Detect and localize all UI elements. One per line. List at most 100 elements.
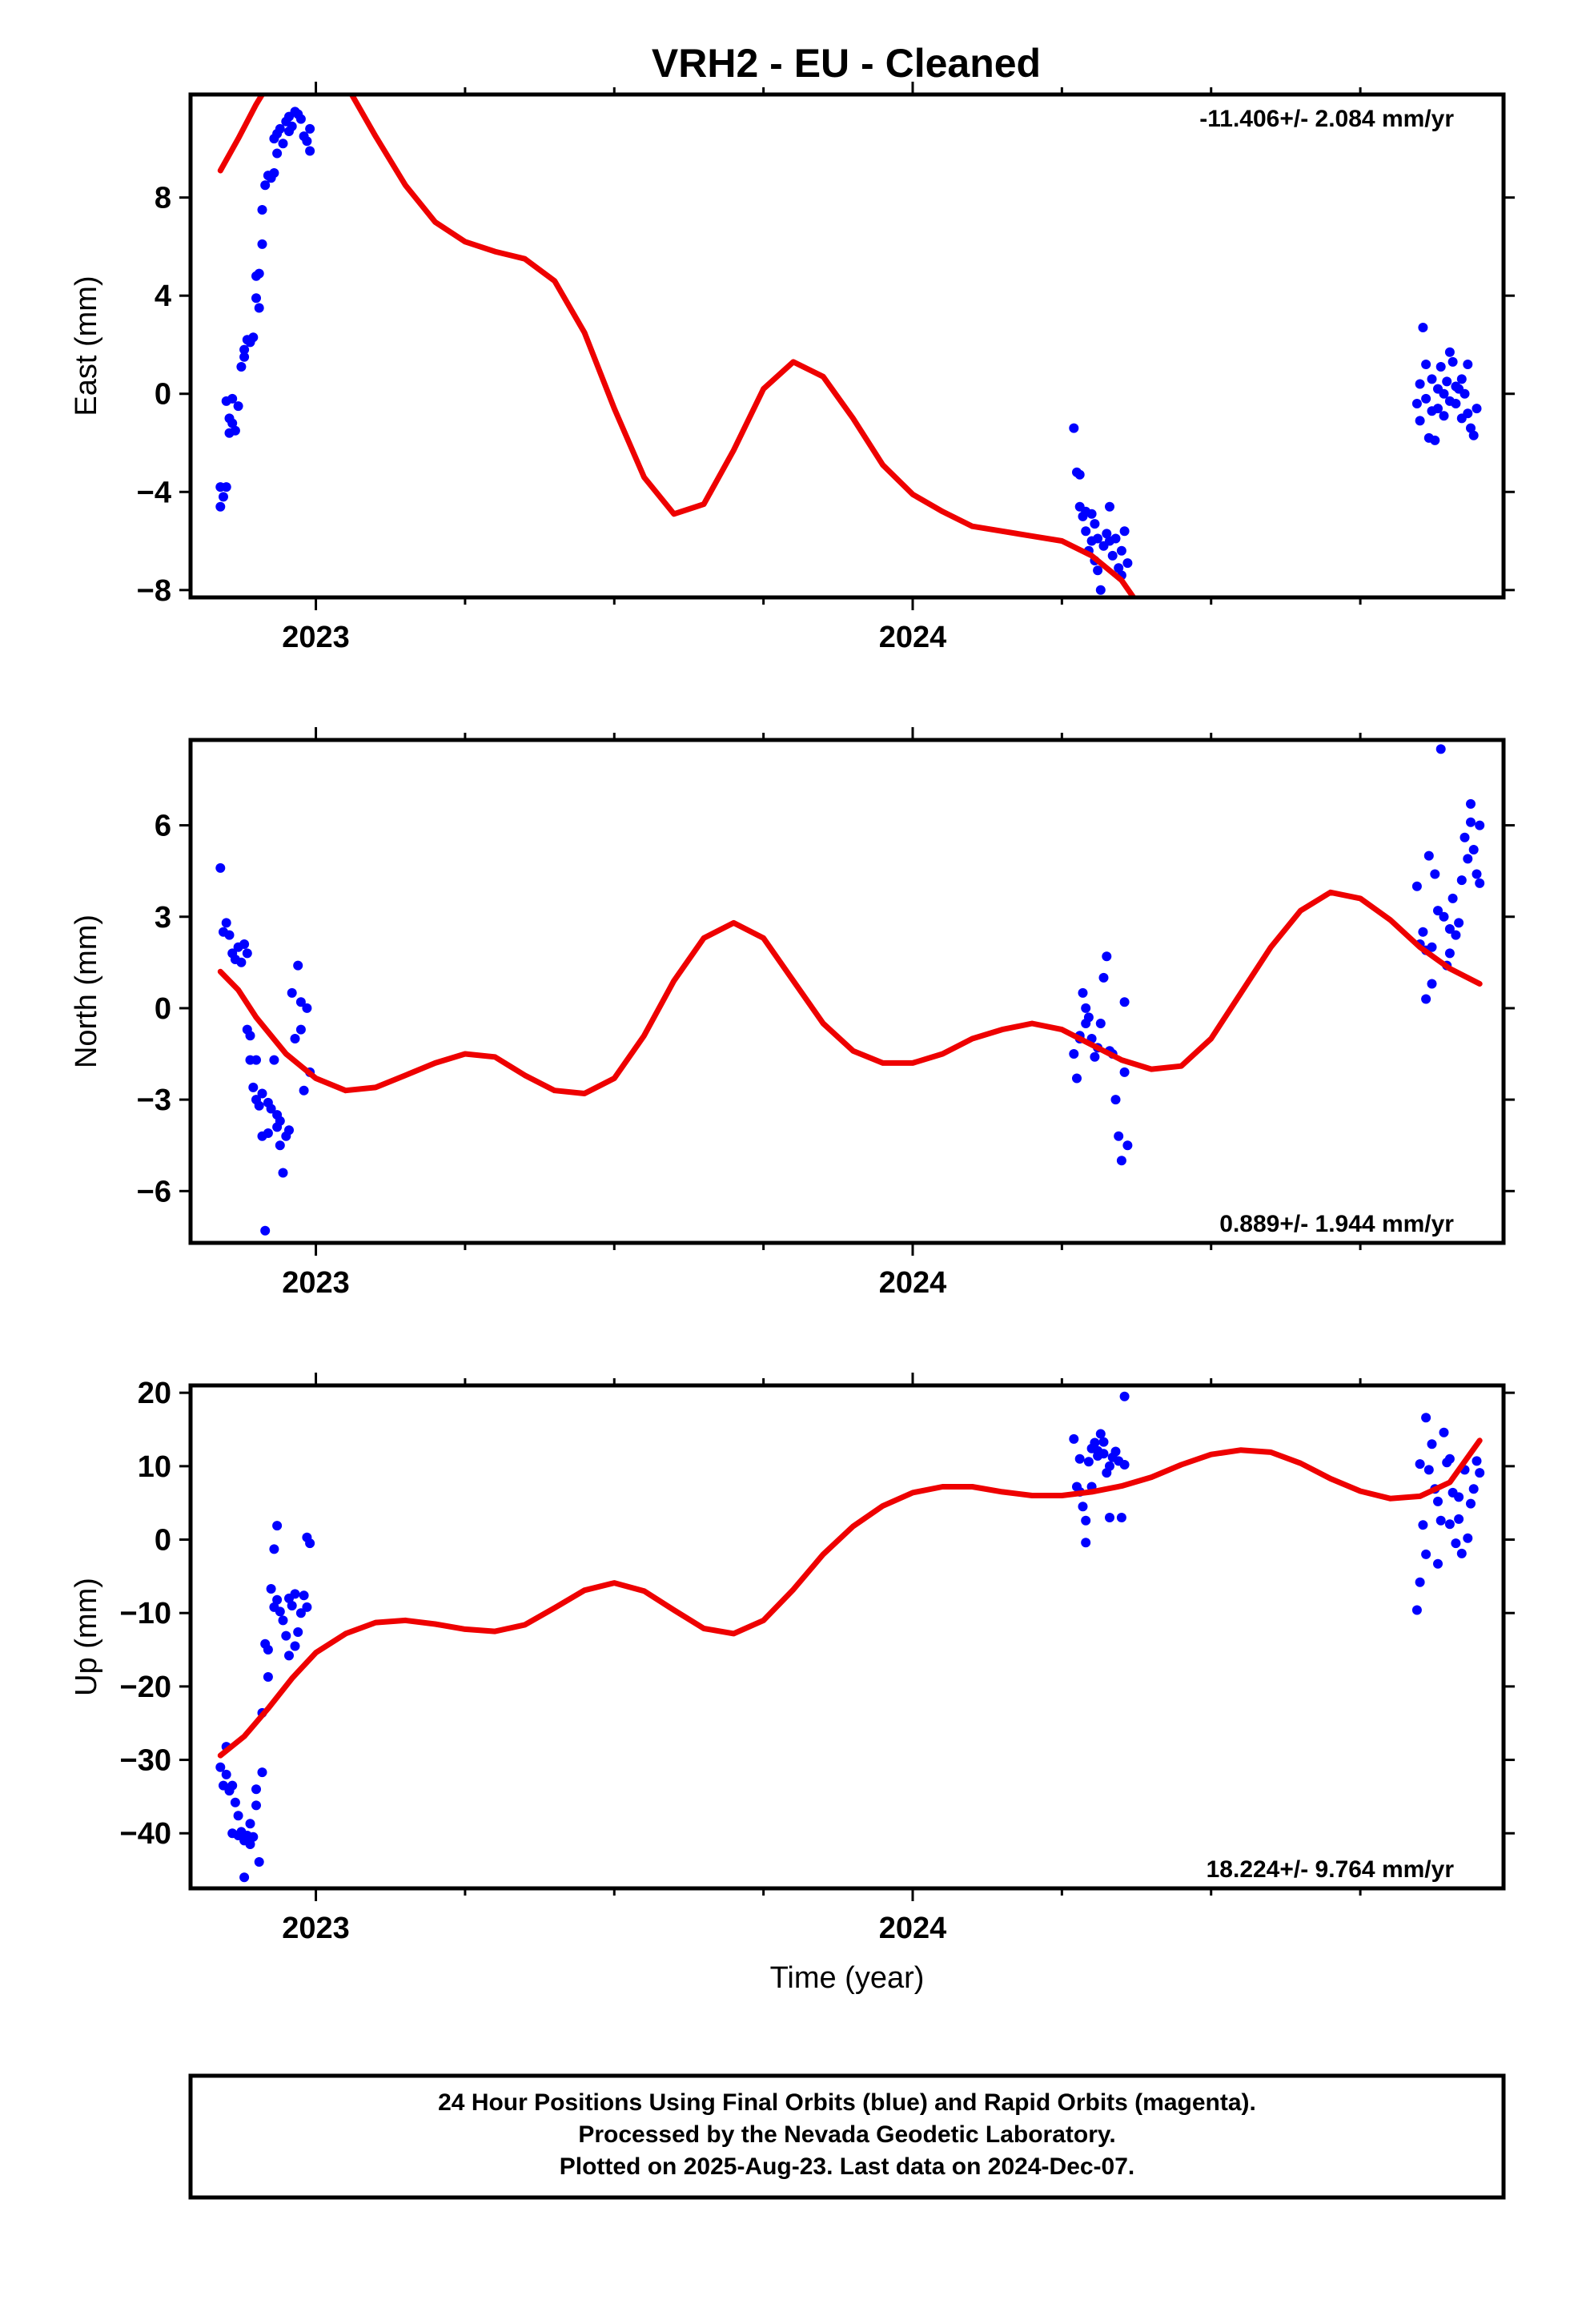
data-point [1423, 1465, 1434, 1475]
data-point [248, 332, 259, 343]
data-point [1451, 1538, 1461, 1549]
data-point [293, 1627, 303, 1637]
data-point [221, 1769, 231, 1779]
data-point [1119, 526, 1130, 537]
figure-title: VRH2 - EU - Cleaned [652, 41, 1041, 86]
data-point [295, 997, 306, 1007]
data-point [1110, 533, 1121, 544]
y-tick-label: 8 [155, 182, 171, 215]
data-point [275, 123, 285, 134]
data-point [1447, 356, 1458, 367]
data-point [305, 123, 315, 134]
data-point [260, 180, 271, 191]
data-point [295, 1608, 306, 1618]
data-point [224, 930, 235, 940]
data-point [1069, 1049, 1079, 1059]
plot-area-north [215, 744, 1485, 1236]
data-point [305, 146, 315, 156]
data-point [1475, 1468, 1485, 1478]
footer-box: 24 Hour Positions Using Final Orbits (bl… [188, 2073, 1506, 2200]
data-point [305, 1538, 315, 1549]
data-point [230, 425, 240, 436]
data-point [1439, 1427, 1449, 1437]
data-point [269, 1055, 279, 1065]
y-axis-label: Up (mm) [70, 1578, 103, 1696]
data-point [239, 1872, 250, 1883]
data-point [295, 114, 306, 124]
data-point [1102, 529, 1112, 539]
footer-line-lab: Processed by the Nevada Geodetic Laborat… [578, 2121, 1115, 2148]
data-point [1430, 435, 1440, 445]
data-point [1463, 360, 1473, 369]
data-point [227, 418, 238, 428]
data-point [266, 1584, 276, 1594]
data-point [1460, 832, 1470, 842]
data-point [1454, 1514, 1464, 1524]
plot-frame [188, 738, 1506, 1245]
y-tick-label: 6 [155, 810, 171, 843]
data-point [233, 1811, 243, 1821]
velocity-annotation: 18.224+/- 9.764 mm/yr [1207, 1856, 1455, 1883]
data-point [1451, 930, 1461, 940]
y-tick-label: 20 [138, 1377, 171, 1410]
data-point [1119, 997, 1130, 1007]
data-point [284, 1125, 294, 1136]
data-point [278, 1168, 288, 1178]
data-point [278, 1615, 288, 1626]
data-point [1421, 1413, 1431, 1423]
panel-north: −6 −3 0 3 6 2023 2024 North (mm) 0.889+/- 1.944 … [70, 727, 1515, 1300]
data-point [1444, 347, 1455, 357]
data-point [1093, 565, 1103, 576]
data-point [1463, 1533, 1473, 1543]
fit-curve [217, 1437, 1483, 1759]
data-point [1078, 987, 1088, 998]
data-point [257, 239, 267, 249]
data-point [1472, 1456, 1482, 1466]
data-point [272, 1521, 283, 1531]
data-point [284, 1651, 294, 1661]
y-axis-label: North (mm) [70, 915, 103, 1068]
data-point [227, 1780, 238, 1791]
data-point [1074, 1454, 1085, 1464]
data-point [281, 1630, 291, 1641]
data-point [1122, 1140, 1133, 1151]
data-point [1466, 1498, 1476, 1509]
data-point [302, 136, 312, 147]
fit-curve [217, 94, 1138, 597]
data-point [1090, 1437, 1100, 1448]
data-point [1468, 845, 1479, 854]
data-point [1069, 423, 1079, 433]
x-tick-label: 2024 [879, 1912, 947, 1945]
data-point [1454, 1492, 1464, 1502]
data-point [1468, 430, 1479, 440]
data-point [251, 293, 261, 304]
data-point [254, 1100, 264, 1111]
data-point [1415, 379, 1425, 389]
data-point [275, 1116, 285, 1126]
y-tick-label: −8 [137, 574, 171, 608]
data-point [1098, 1437, 1109, 1447]
data-point [1083, 1457, 1094, 1467]
data-point [275, 1140, 285, 1151]
data-point [1418, 927, 1428, 937]
data-point [1463, 408, 1473, 419]
data-point [1433, 1496, 1443, 1506]
data-point [302, 1602, 312, 1612]
data-point [1466, 423, 1476, 433]
data-point [1411, 399, 1422, 408]
data-point [272, 148, 283, 159]
data-point [266, 1104, 276, 1114]
data-point [1442, 376, 1452, 387]
data-point [1427, 979, 1437, 989]
data-point [1081, 1515, 1091, 1526]
y-tick-label: 3 [155, 901, 171, 935]
data-point [272, 1594, 283, 1605]
plot-area-up [215, 1391, 1485, 1883]
data-point [1421, 360, 1431, 369]
data-point [1095, 585, 1106, 595]
data-point [1439, 411, 1449, 421]
data-point [1110, 1095, 1121, 1105]
data-point [1456, 875, 1467, 886]
data-point [299, 1590, 309, 1601]
